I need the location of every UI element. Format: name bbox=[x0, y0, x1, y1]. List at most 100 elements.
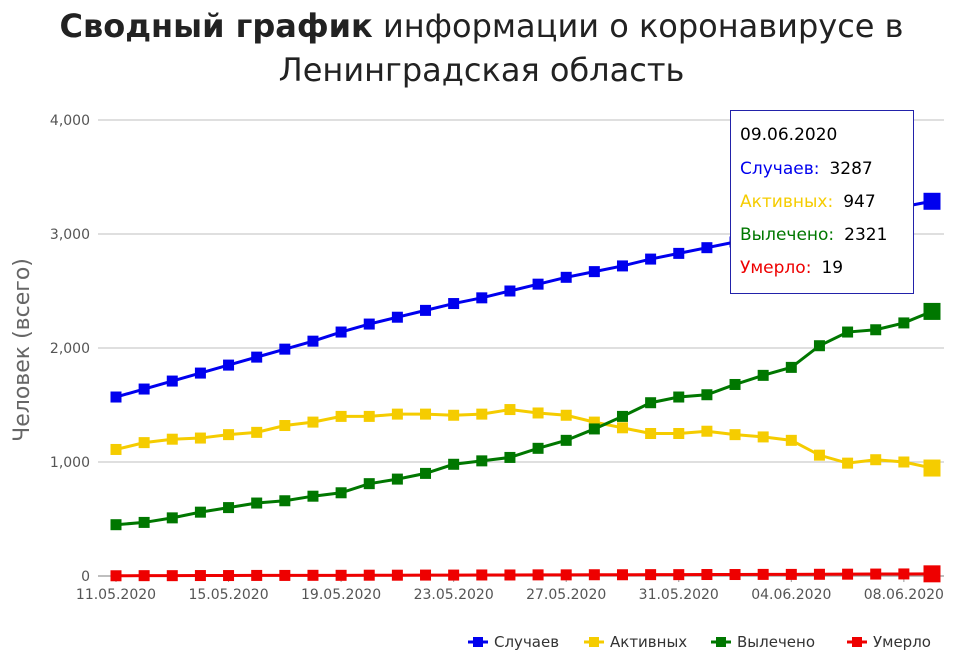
data-point[interactable] bbox=[616, 569, 628, 581]
data-point[interactable] bbox=[504, 285, 516, 297]
data-point[interactable] bbox=[166, 433, 178, 445]
data-point[interactable] bbox=[110, 519, 122, 531]
data-point[interactable] bbox=[923, 192, 941, 210]
data-point[interactable] bbox=[166, 375, 178, 387]
data-point[interactable] bbox=[138, 383, 150, 395]
data-point[interactable] bbox=[870, 454, 882, 466]
data-point[interactable] bbox=[588, 423, 600, 435]
data-point[interactable] bbox=[645, 428, 657, 439]
data-point[interactable] bbox=[701, 242, 713, 254]
data-point[interactable] bbox=[785, 568, 797, 580]
data-point[interactable] bbox=[923, 459, 941, 477]
data-point[interactable] bbox=[363, 569, 375, 581]
data-point[interactable] bbox=[251, 497, 263, 509]
data-point[interactable] bbox=[560, 434, 572, 446]
data-point[interactable] bbox=[166, 512, 178, 524]
data-point[interactable] bbox=[645, 253, 657, 265]
data-point[interactable] bbox=[138, 516, 150, 528]
data-point[interactable] bbox=[363, 410, 375, 422]
data-point[interactable] bbox=[307, 569, 319, 581]
data-point[interactable] bbox=[391, 473, 403, 485]
data-point[interactable] bbox=[560, 271, 572, 283]
data-point[interactable] bbox=[532, 442, 544, 454]
data-point[interactable] bbox=[757, 369, 769, 381]
data-point[interactable] bbox=[194, 506, 206, 518]
data-point[interactable] bbox=[223, 429, 235, 441]
data-point[interactable] bbox=[391, 569, 403, 581]
data-point[interactable] bbox=[251, 351, 263, 363]
legend-item[interactable]: Активных bbox=[584, 633, 687, 651]
data-point[interactable] bbox=[166, 570, 178, 582]
data-point[interactable] bbox=[645, 397, 657, 409]
data-point[interactable] bbox=[279, 420, 291, 432]
data-point[interactable] bbox=[701, 389, 713, 401]
data-point[interactable] bbox=[504, 569, 516, 581]
data-point[interactable] bbox=[588, 266, 600, 278]
data-point[interactable] bbox=[110, 443, 122, 455]
data-point[interactable] bbox=[307, 416, 319, 428]
data-point[interactable] bbox=[279, 495, 291, 507]
data-point[interactable] bbox=[448, 298, 460, 310]
data-point[interactable] bbox=[194, 432, 206, 444]
data-point[interactable] bbox=[532, 278, 544, 290]
data-point[interactable] bbox=[251, 569, 263, 581]
data-point[interactable] bbox=[757, 431, 769, 443]
data-point[interactable] bbox=[532, 407, 544, 419]
data-point[interactable] bbox=[363, 318, 375, 330]
data-point[interactable] bbox=[673, 391, 685, 403]
data-point[interactable] bbox=[701, 425, 713, 437]
data-point[interactable] bbox=[701, 569, 713, 581]
data-point[interactable] bbox=[673, 428, 685, 439]
data-point[interactable] bbox=[335, 487, 347, 499]
data-point[interactable] bbox=[110, 570, 122, 582]
data-point[interactable] bbox=[476, 455, 488, 467]
data-point[interactable] bbox=[420, 467, 432, 479]
data-point[interactable] bbox=[842, 326, 854, 338]
data-point[interactable] bbox=[223, 570, 235, 582]
data-point[interactable] bbox=[842, 457, 854, 469]
data-point[interactable] bbox=[420, 408, 432, 420]
data-point[interactable] bbox=[194, 367, 206, 379]
data-point[interactable] bbox=[223, 359, 235, 371]
data-point[interactable] bbox=[420, 304, 432, 316]
data-point[interactable] bbox=[898, 568, 910, 580]
data-point[interactable] bbox=[194, 570, 206, 582]
data-point[interactable] bbox=[560, 409, 572, 421]
data-point[interactable] bbox=[785, 434, 797, 446]
data-point[interactable] bbox=[476, 292, 488, 304]
data-point[interactable] bbox=[476, 408, 488, 420]
data-point[interactable] bbox=[842, 568, 854, 580]
data-point[interactable] bbox=[616, 260, 628, 272]
data-point[interactable] bbox=[785, 361, 797, 373]
data-point[interactable] bbox=[588, 416, 600, 428]
data-point[interactable] bbox=[138, 437, 150, 449]
data-point[interactable] bbox=[279, 343, 291, 355]
data-point[interactable] bbox=[448, 458, 460, 470]
data-point[interactable] bbox=[391, 408, 403, 420]
data-point[interactable] bbox=[420, 569, 432, 581]
data-point[interactable] bbox=[813, 568, 825, 580]
data-point[interactable] bbox=[616, 422, 628, 434]
legend-item[interactable]: Случаев bbox=[468, 633, 559, 651]
data-point[interactable] bbox=[673, 569, 685, 581]
data-point[interactable] bbox=[813, 340, 825, 352]
data-point[interactable] bbox=[504, 451, 516, 463]
data-point[interactable] bbox=[391, 311, 403, 323]
data-point[interactable] bbox=[729, 429, 741, 441]
data-point[interactable] bbox=[279, 569, 291, 581]
legend-item[interactable]: Вылечено bbox=[711, 633, 815, 651]
data-point[interactable] bbox=[504, 404, 516, 416]
data-point[interactable] bbox=[476, 569, 488, 581]
data-point[interactable] bbox=[813, 449, 825, 461]
data-point[interactable] bbox=[307, 335, 319, 347]
data-point[interactable] bbox=[560, 569, 572, 581]
data-point[interactable] bbox=[870, 324, 882, 336]
data-point[interactable] bbox=[223, 502, 235, 514]
data-point[interactable] bbox=[898, 456, 910, 468]
data-point[interactable] bbox=[757, 568, 769, 580]
data-point[interactable] bbox=[645, 569, 657, 581]
data-point[interactable] bbox=[870, 568, 882, 580]
data-point[interactable] bbox=[729, 378, 741, 390]
data-point[interactable] bbox=[923, 302, 941, 320]
data-point[interactable] bbox=[251, 426, 263, 438]
